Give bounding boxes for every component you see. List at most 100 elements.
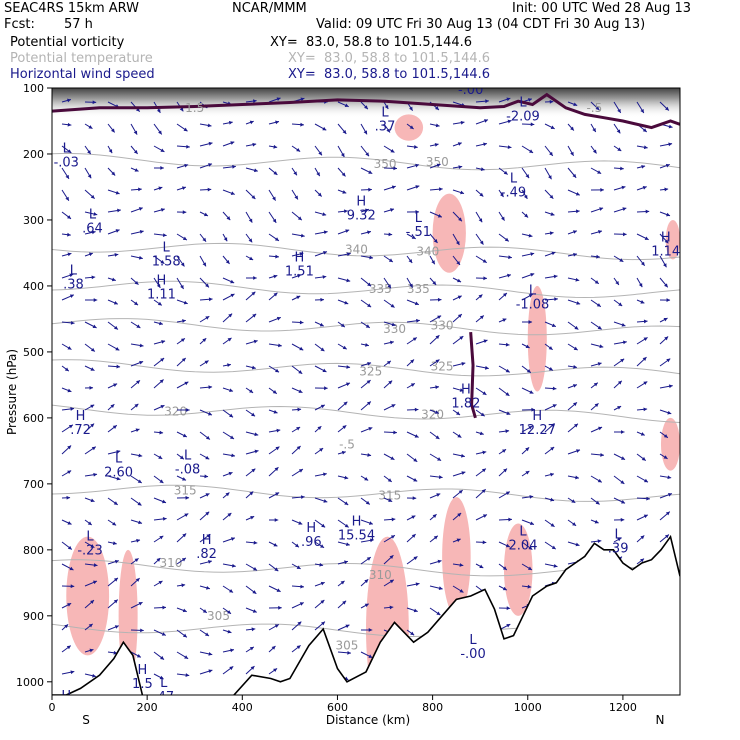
wind-vector [176, 319, 186, 323]
wind-vector [176, 163, 189, 169]
wind-vector [84, 599, 95, 609]
wind-vector [521, 447, 530, 455]
wind-vector [452, 512, 462, 521]
wind-vector [222, 648, 235, 653]
extremum-marker: L-.00 [460, 633, 485, 662]
wind-vector [245, 276, 257, 280]
wind-vector [222, 471, 233, 477]
wind-vector [498, 292, 508, 301]
wind-vector [107, 145, 113, 154]
wind-vector [521, 252, 535, 257]
wind-vector [176, 453, 185, 460]
wind-vector [130, 538, 141, 543]
wind-vector [452, 362, 466, 367]
wind-vectors [61, 97, 673, 683]
valid-label: Valid: 09 UTC Fri 30 Aug 13 (04 CDT Fri … [316, 17, 646, 32]
y-tick-label: 300 [23, 214, 44, 227]
wind-vector [245, 665, 255, 675]
theta-contour-label: 335 [407, 282, 430, 296]
wind-vector [613, 517, 625, 522]
wind-vector [429, 211, 443, 218]
wind-vector [613, 277, 620, 286]
wind-vector [61, 407, 75, 411]
wind-vector [360, 651, 373, 659]
wind-vector [314, 343, 325, 352]
wind-vector [452, 277, 462, 283]
wind-vector [245, 291, 256, 301]
wind-vector [337, 167, 346, 177]
x-tick-label: 1000 [514, 701, 542, 714]
wind-vector [222, 277, 235, 284]
wind-vector [176, 475, 187, 481]
wind-vector [636, 535, 645, 543]
extremum-value: .72 [70, 423, 91, 438]
extremum-marker: L.47 [153, 676, 174, 695]
x-tick-label: 400 [232, 701, 253, 714]
extremum-kind: L [163, 241, 171, 256]
pv-contours: 1.5 -.5 -.5 [52, 92, 680, 451]
wind-vector [176, 186, 187, 191]
wind-vector [176, 210, 187, 215]
wind-vector [84, 123, 93, 129]
y-axis-label: Pressure (hPa) [5, 349, 19, 435]
wind-vector [107, 299, 119, 305]
wind-vector [613, 358, 625, 367]
wind-vector [245, 409, 256, 417]
wind-vector [130, 360, 144, 367]
wind-vector [153, 145, 165, 153]
wind-vector [199, 360, 209, 367]
wind-vector [107, 252, 119, 257]
wind-vector [268, 518, 279, 522]
wind-vector [130, 187, 142, 192]
wind-vector [567, 321, 579, 330]
wind-vector [613, 340, 627, 345]
wind-vector [176, 357, 187, 367]
wind-vector [107, 577, 119, 587]
wind-vector [176, 495, 190, 500]
wind-vector [429, 513, 437, 521]
wind-vector [452, 335, 464, 345]
extremum-kind: L [467, 69, 475, 84]
wind-vector [61, 602, 72, 609]
wind-vector [659, 255, 667, 268]
wind-vector [291, 519, 303, 525]
wind-vector [61, 294, 75, 301]
wind-vector [84, 472, 98, 477]
wind-vector [176, 431, 188, 438]
wind-vector [452, 189, 465, 195]
wind-vector [199, 385, 213, 390]
wind-vector [406, 607, 418, 613]
theta-contour-label: 310 [369, 568, 392, 582]
wind-vector [153, 123, 163, 135]
wind-vector [383, 430, 397, 435]
wind-vector [314, 425, 322, 433]
wind-shade-patch [394, 114, 424, 141]
wind-vector [475, 450, 487, 455]
wind-vector [406, 359, 415, 367]
wind-vector [498, 167, 508, 175]
wind-vector [176, 255, 185, 267]
wind-vector [613, 255, 624, 263]
wind-vector [199, 607, 208, 614]
wind-vector [429, 559, 442, 565]
legend-wind-label: Horizontal wind speed [10, 67, 155, 82]
wind-vector [245, 255, 254, 261]
wind-vector [245, 189, 256, 200]
wind-vector [153, 497, 167, 504]
wind-vector [314, 447, 324, 455]
wind-vector [222, 313, 233, 323]
wind-vector [337, 580, 345, 587]
wind-vector [61, 645, 72, 653]
theta-contour-label: 350 [426, 155, 449, 169]
wind-vector [153, 233, 167, 238]
wind-vector [268, 365, 280, 373]
wind-vector [475, 315, 485, 323]
wind-vector [475, 167, 485, 172]
wind-vector [245, 449, 259, 455]
wind-vector [498, 255, 512, 260]
theta-contour-label: 325 [431, 359, 454, 373]
wind-vector [383, 185, 396, 191]
wind-vector [314, 297, 324, 302]
wind-vector [383, 497, 393, 503]
